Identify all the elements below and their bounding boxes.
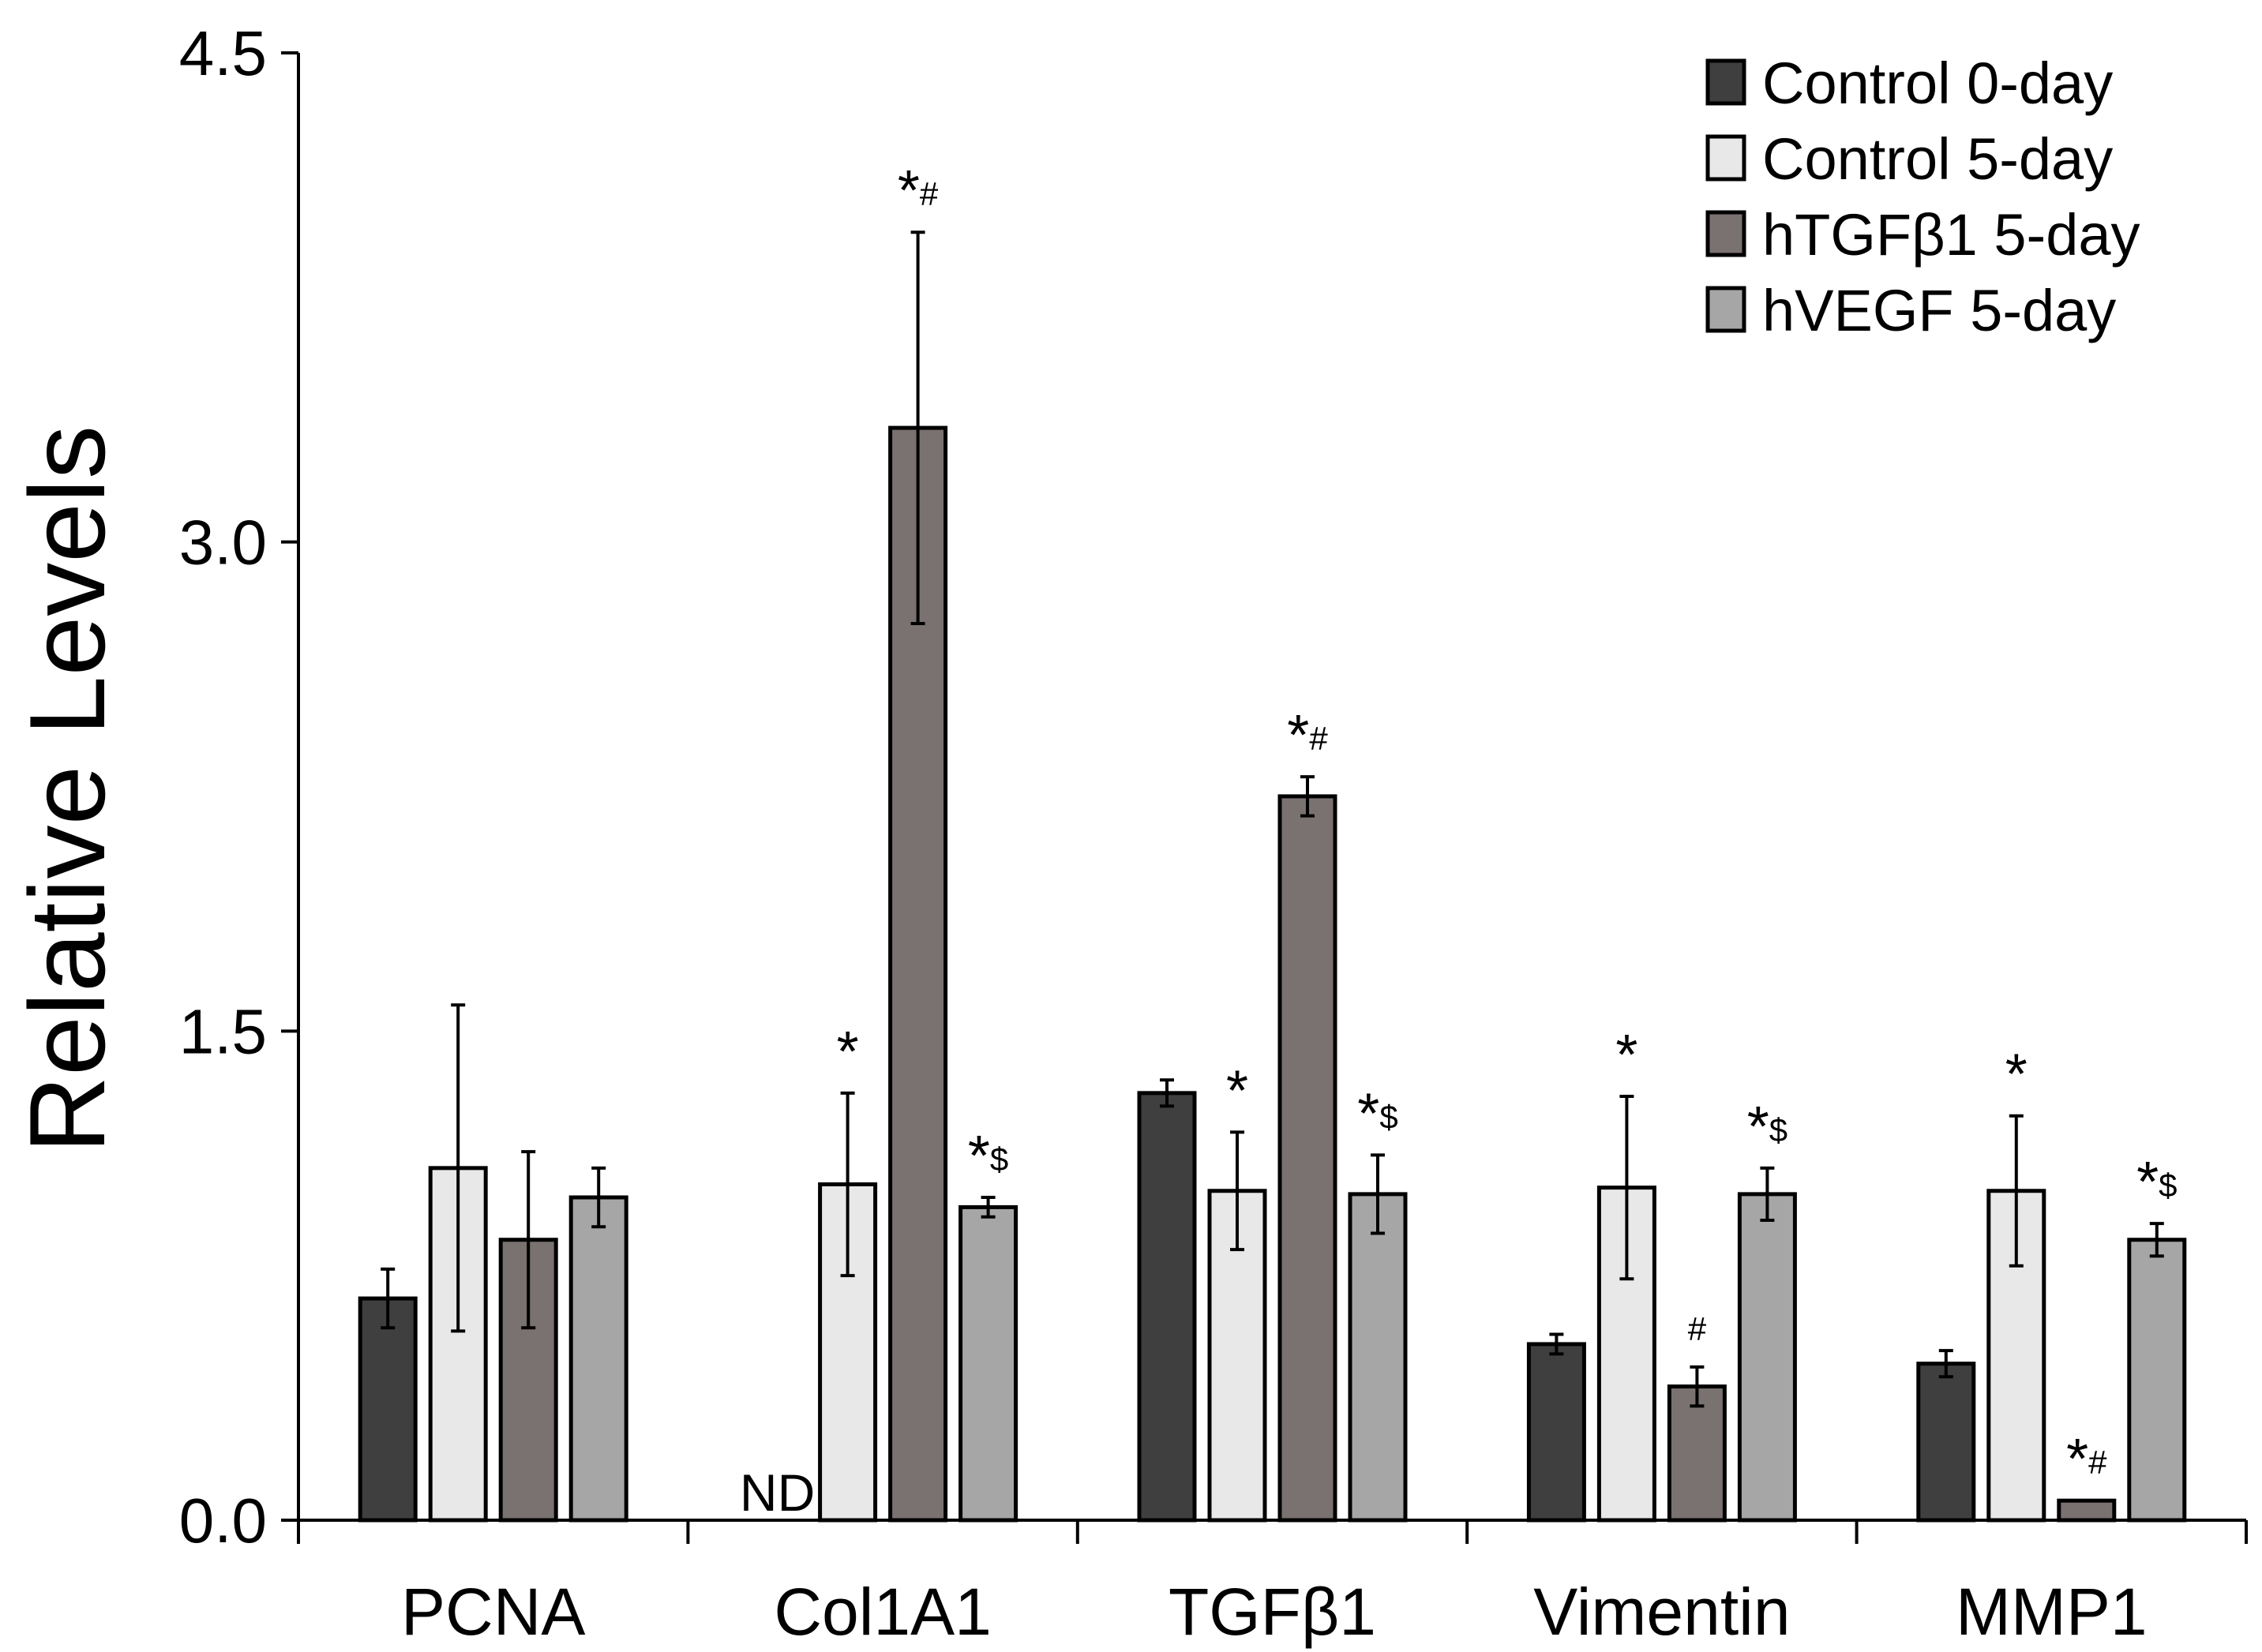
significance-label: *# <box>2066 1428 2107 1491</box>
x-tick-label: MMP1 <box>1956 1575 2148 1649</box>
y-tick-label: 1.5 <box>179 996 267 1066</box>
significance-label: *$ <box>2136 1151 2177 1214</box>
legend-swatch <box>1705 210 1746 257</box>
x-tick-label: TGFβ1 <box>1169 1575 1376 1649</box>
bar <box>1348 1192 1408 1523</box>
legend-label: hVEGF 5-day <box>1762 278 2116 343</box>
legend-label: Control 5-day <box>1762 126 2113 192</box>
bar <box>958 1204 1018 1523</box>
legend-label: Control 0-day <box>1762 51 2113 116</box>
y-tick-label: 3.0 <box>179 508 267 578</box>
bar <box>358 1296 418 1523</box>
bar <box>1277 794 1337 1523</box>
bar <box>2127 1238 2187 1523</box>
y-tick-label: 4.5 <box>179 18 267 88</box>
legend: Control 0-day Control 5-day hTGFβ1 5-day hV… <box>1705 51 2140 343</box>
x-axis: PCNA Col1A1 TGFβ1 Vimentin MMP1 <box>297 1519 2248 1649</box>
legend-swatch <box>1705 58 1746 106</box>
significance-label: *$ <box>968 1125 1008 1188</box>
y-tick-label: 0.0 <box>179 1485 267 1556</box>
significance-label: *# <box>1287 704 1328 767</box>
y-axis-label: Relative Levels <box>7 425 127 1153</box>
significance-label: * <box>1226 1059 1248 1122</box>
significance-label: *$ <box>1747 1096 1787 1159</box>
bar <box>2057 1498 2117 1523</box>
bar <box>1737 1192 1797 1523</box>
significance-label: # <box>1688 1310 1707 1347</box>
significance-label: * <box>2005 1043 2028 1107</box>
significance-label: *# <box>898 159 939 223</box>
significance-label: * <box>837 1021 859 1084</box>
legend-swatch <box>1705 286 1746 333</box>
y-axis: 0.0 1.5 3.0 4.5 <box>179 18 300 1556</box>
bar <box>1137 1091 1197 1523</box>
x-tick-label: Col1A1 <box>774 1575 992 1649</box>
x-tick-label: Vimentin <box>1533 1575 1790 1649</box>
significance-label: *$ <box>1357 1082 1397 1145</box>
not-detected-label: ND <box>740 1463 815 1522</box>
bar <box>568 1195 628 1523</box>
legend-label: hTGFβ1 5-day <box>1762 202 2140 268</box>
x-tick-label: PCNA <box>401 1575 585 1649</box>
bars: ND * * * * *# *# # *# *$ *$ *$ *$ <box>358 159 2187 1523</box>
bar <box>1916 1362 1976 1523</box>
bar <box>1526 1342 1586 1523</box>
legend-swatch <box>1705 134 1746 182</box>
bar <box>1667 1384 1727 1523</box>
significance-label: * <box>1615 1024 1637 1087</box>
